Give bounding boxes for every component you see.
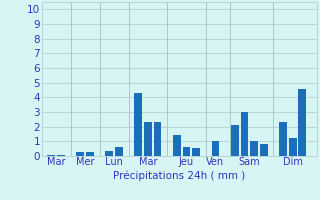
Bar [86, 152, 94, 156]
Bar [115, 147, 123, 156]
Bar [279, 122, 287, 156]
Bar [289, 138, 297, 156]
Bar [212, 141, 219, 156]
X-axis label: Précipitations 24h ( mm ): Précipitations 24h ( mm ) [113, 170, 245, 181]
Bar [173, 135, 181, 156]
Bar [105, 151, 113, 156]
Bar [241, 112, 248, 156]
Bar [192, 148, 200, 156]
Bar [260, 144, 268, 156]
Bar [76, 152, 84, 156]
Bar [134, 93, 142, 156]
Bar [47, 155, 55, 156]
Bar [299, 89, 306, 156]
Bar [144, 122, 152, 156]
Bar [154, 122, 161, 156]
Bar [183, 147, 190, 156]
Bar [231, 125, 239, 156]
Bar [250, 141, 258, 156]
Bar [57, 155, 65, 156]
